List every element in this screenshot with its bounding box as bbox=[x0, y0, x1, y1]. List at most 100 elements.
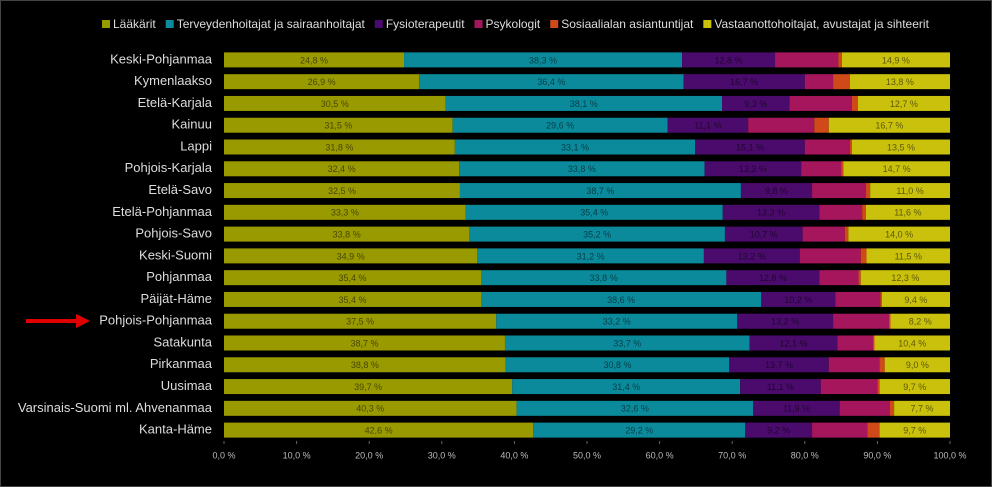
bar-segment bbox=[481, 270, 727, 286]
data-label: 35,2 % bbox=[583, 229, 611, 239]
bar-segment bbox=[748, 117, 815, 133]
bar-segment bbox=[775, 52, 839, 68]
bar-segment bbox=[866, 248, 950, 264]
bar-segment bbox=[740, 379, 821, 395]
legend-label: Sosiaalialan asiantuntijat bbox=[561, 17, 694, 31]
bar-segment bbox=[477, 248, 704, 264]
data-label: 32,5 % bbox=[328, 186, 356, 196]
bar-segment bbox=[873, 335, 875, 351]
bar-segment bbox=[724, 226, 803, 242]
bar-segment bbox=[740, 183, 813, 199]
data-label: 39,7 % bbox=[354, 382, 382, 392]
bar-segment bbox=[722, 204, 820, 220]
data-label: 40,3 % bbox=[356, 404, 384, 414]
y-tick-label: Kanta-Häme bbox=[139, 422, 212, 437]
bar-segment bbox=[459, 161, 705, 177]
data-label: 9,4 % bbox=[904, 295, 927, 305]
data-label: 10,7 % bbox=[750, 229, 778, 239]
bar-segment bbox=[224, 139, 455, 155]
data-label: 42,6 % bbox=[365, 425, 393, 435]
bar-segment bbox=[726, 270, 820, 286]
bar-segment bbox=[224, 313, 497, 329]
bar-segment bbox=[865, 204, 950, 220]
bar-segment bbox=[737, 313, 834, 329]
y-tick-label: Keski-Pohjanmaa bbox=[110, 51, 213, 66]
bar-segment bbox=[799, 248, 861, 264]
data-label: 31,4 % bbox=[612, 382, 640, 392]
data-label: 30,8 % bbox=[603, 360, 631, 370]
data-label: 13,2 % bbox=[738, 251, 766, 261]
bar-segment bbox=[835, 291, 881, 307]
bar-segment bbox=[533, 422, 746, 438]
bar-segment bbox=[879, 379, 950, 395]
bar-segment bbox=[224, 117, 453, 133]
y-tick-label: Päijät-Häme bbox=[140, 291, 212, 306]
bar-segment bbox=[881, 291, 950, 307]
bar-segment bbox=[889, 313, 891, 329]
bar-segment bbox=[884, 357, 950, 373]
y-tick-label: Kainuu bbox=[172, 117, 212, 132]
legend-swatch bbox=[374, 20, 383, 28]
y-tick-label: Pohjois-Pohjanmaa bbox=[99, 313, 213, 328]
data-label: 33,7 % bbox=[613, 338, 641, 348]
x-tick-label: 60,0 % bbox=[646, 450, 674, 460]
bar-segment bbox=[833, 313, 890, 329]
data-label: 9,0 % bbox=[906, 360, 929, 370]
data-label: 24,8 % bbox=[300, 55, 328, 65]
legend-swatch bbox=[703, 20, 712, 28]
data-label: 10,2 % bbox=[784, 295, 812, 305]
bar-segment bbox=[862, 204, 866, 220]
data-label: 13,2 % bbox=[771, 317, 799, 327]
data-label: 9,7 % bbox=[903, 382, 926, 392]
bar-segment bbox=[841, 52, 950, 68]
bar-segment bbox=[804, 139, 850, 155]
bar-segment bbox=[843, 161, 950, 177]
bar-segment bbox=[874, 335, 950, 351]
data-label: 33,2 % bbox=[603, 317, 631, 327]
data-label: 9,8 % bbox=[765, 186, 788, 196]
bar-segment bbox=[224, 422, 534, 438]
data-label: 11,0 % bbox=[896, 186, 923, 196]
data-label: 31,5 % bbox=[324, 121, 352, 131]
x-tick-label: 30,0 % bbox=[428, 450, 456, 460]
y-tick-label: Varsinais-Suomi ml. Ahvenanmaa bbox=[18, 400, 213, 415]
bar-segment bbox=[849, 139, 852, 155]
y-tick-label: Pohjanmaa bbox=[146, 269, 213, 284]
bar-segment bbox=[504, 335, 750, 351]
bar-segment bbox=[837, 335, 874, 351]
bar-segment bbox=[745, 422, 813, 438]
bar-segment bbox=[404, 52, 683, 68]
highlight-arrow bbox=[26, 314, 90, 328]
x-tick-label: 50,0 % bbox=[573, 450, 601, 460]
y-tick-label: Lappi bbox=[180, 138, 212, 153]
bar-segment bbox=[804, 74, 834, 90]
bar-segment bbox=[857, 95, 950, 111]
data-label: 38,3 % bbox=[529, 55, 557, 65]
bar-segment bbox=[841, 161, 844, 177]
bar-segment bbox=[224, 291, 482, 307]
x-tick-label: 40,0 % bbox=[500, 450, 528, 460]
bar-segment bbox=[224, 226, 470, 242]
data-label: 11,1 % bbox=[767, 382, 794, 392]
bar-segment bbox=[753, 400, 840, 416]
bar-segment bbox=[851, 139, 950, 155]
data-label: 10,4 % bbox=[898, 338, 926, 348]
data-label: 12,3 % bbox=[891, 273, 919, 283]
bar-segment bbox=[828, 117, 950, 133]
data-label: 13,8 % bbox=[886, 77, 914, 87]
x-tick-label: 70,0 % bbox=[718, 450, 746, 460]
bar-segment bbox=[812, 183, 866, 199]
bar-segment bbox=[889, 400, 895, 416]
x-tick-label: 90,0 % bbox=[863, 450, 891, 460]
bar-segment bbox=[419, 74, 684, 90]
bar-segment bbox=[838, 52, 842, 68]
bar-segment bbox=[894, 400, 950, 416]
bar-segment bbox=[814, 117, 829, 133]
data-label: 33,3 % bbox=[331, 208, 359, 218]
data-label: 13,3 % bbox=[757, 208, 785, 218]
bar-segment bbox=[465, 204, 723, 220]
bar-segment bbox=[512, 379, 741, 395]
bar-segment bbox=[224, 183, 460, 199]
bar-segment bbox=[224, 161, 460, 177]
